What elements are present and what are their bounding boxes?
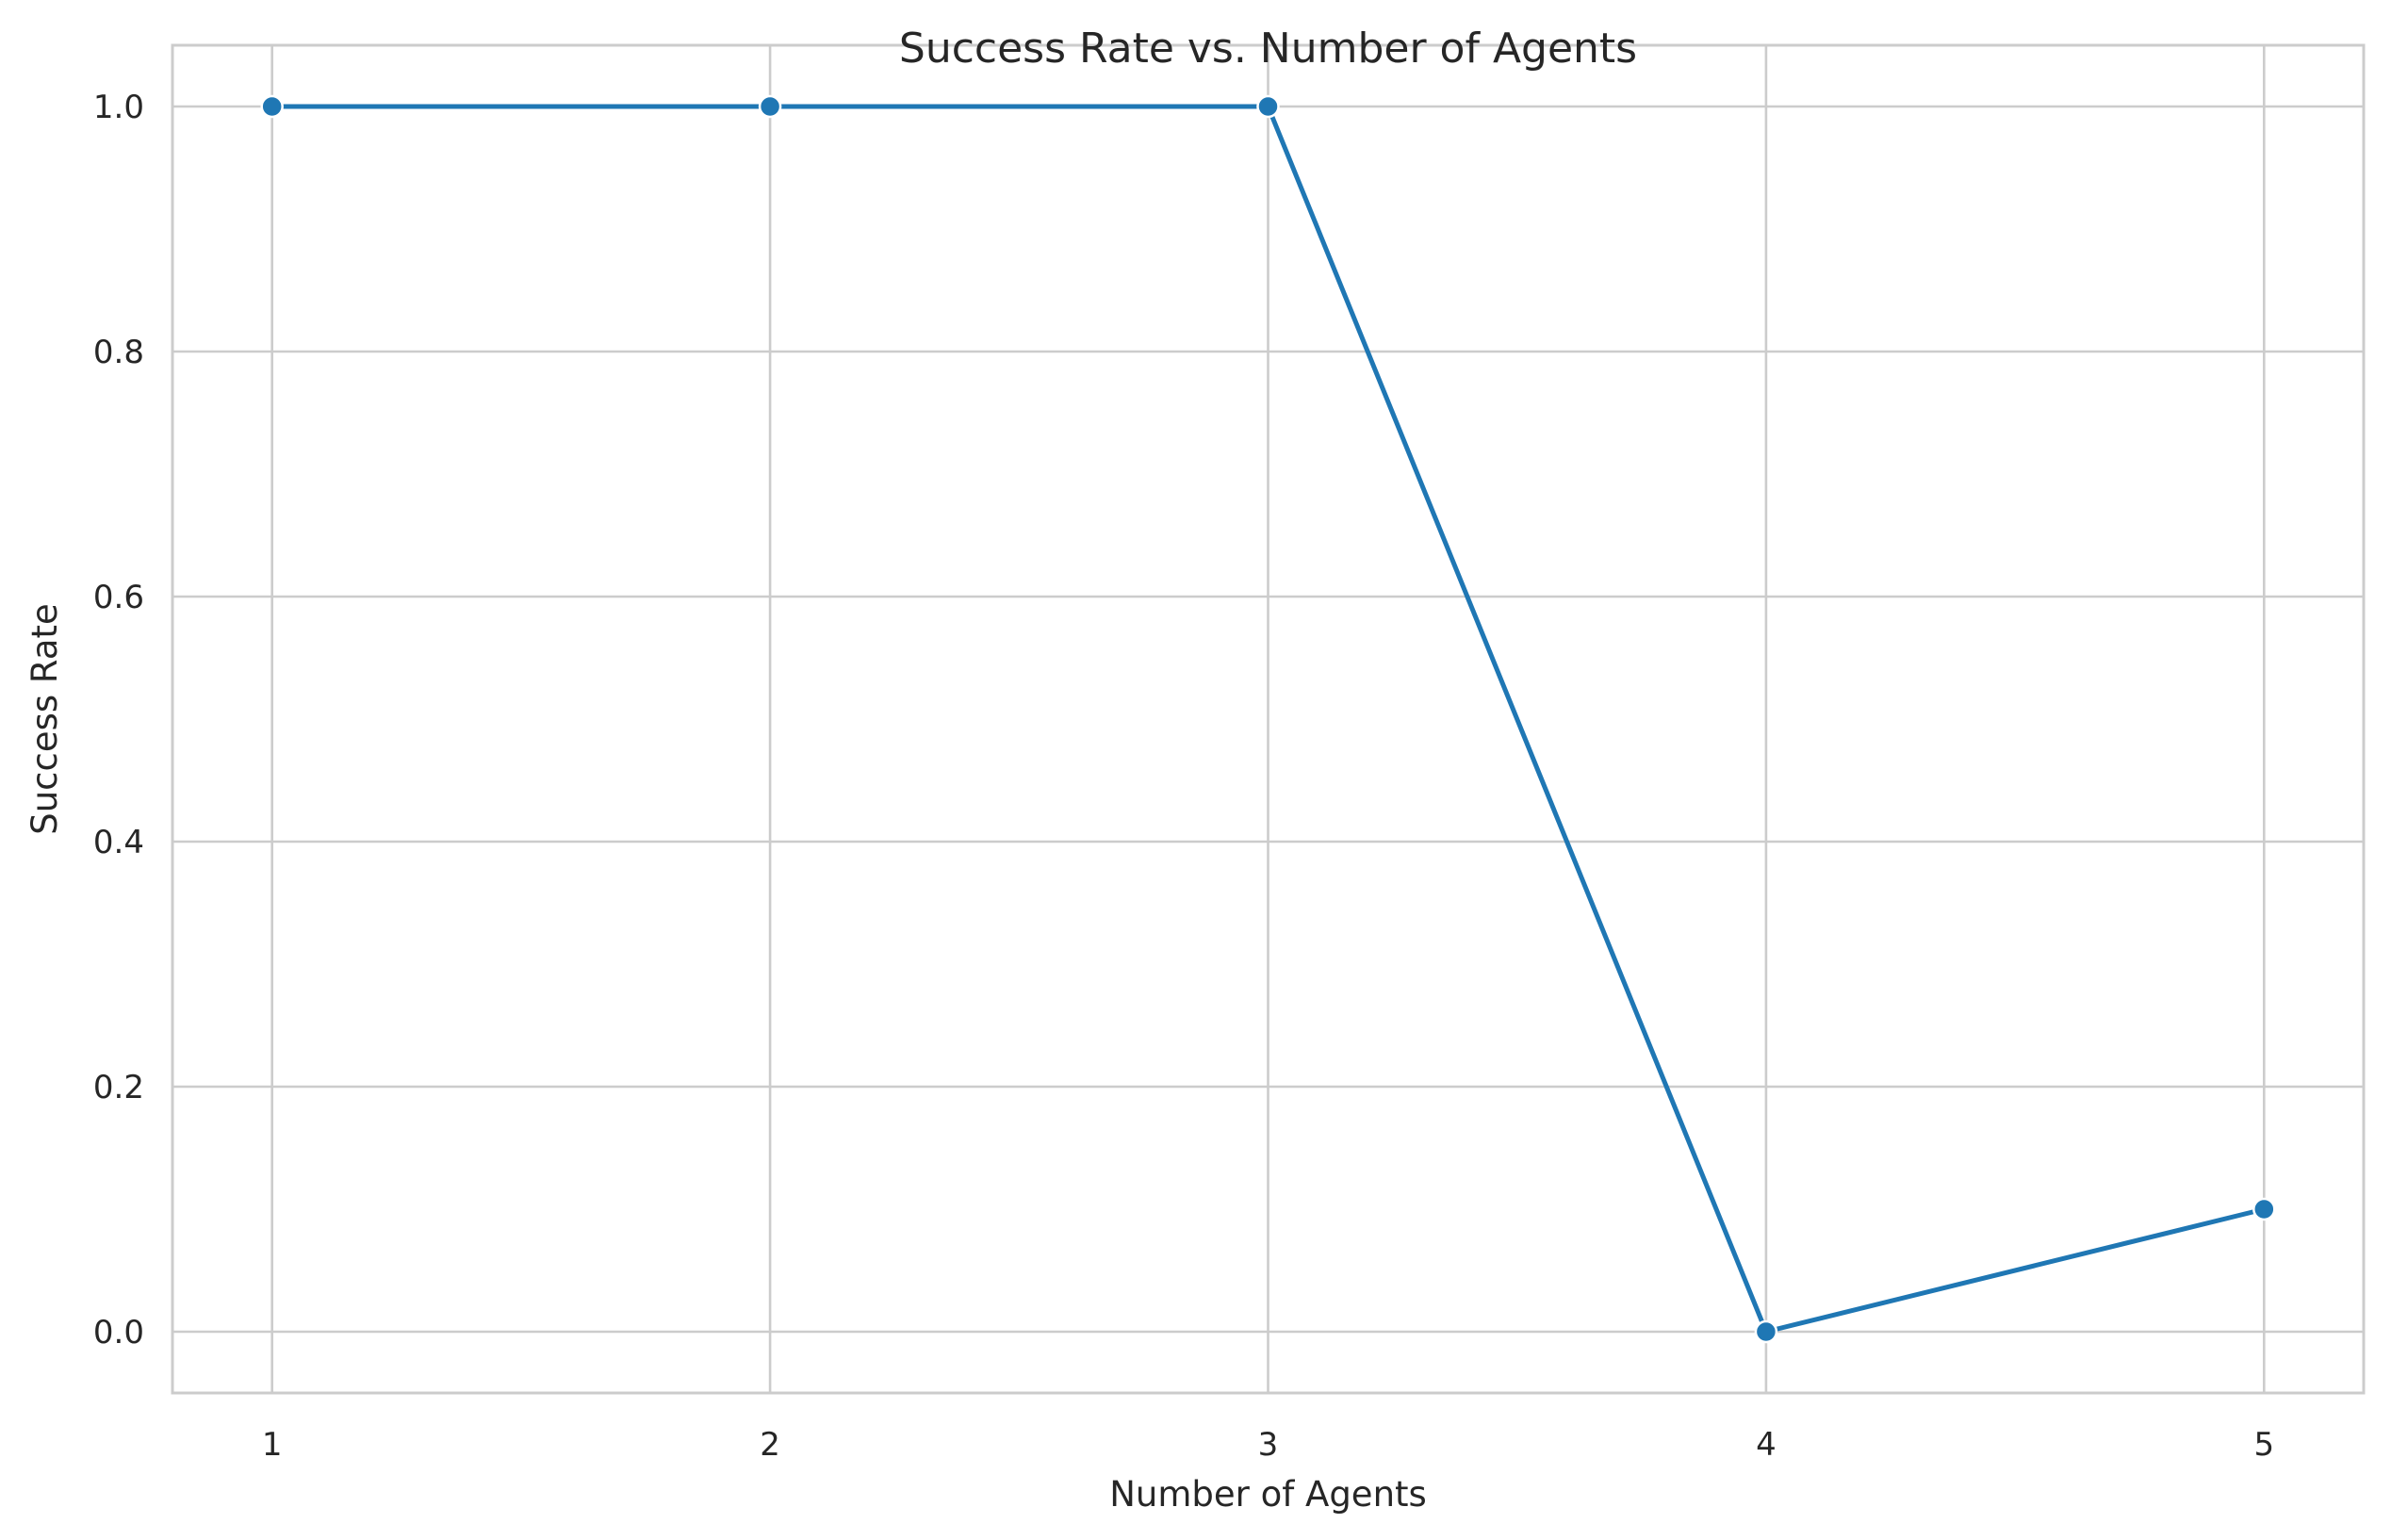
y-axis-label: Success Rate xyxy=(25,603,65,835)
data-point xyxy=(758,94,782,119)
tick-labels: 1 2 3 4 5 0.0 0.2 0.4 0.6 0.8 1.0 xyxy=(93,89,2274,1464)
y-tick-label: 0.6 xyxy=(93,579,144,616)
plot-frame xyxy=(171,43,2366,1395)
series-layer xyxy=(260,94,2276,1344)
x-tick-label: 4 xyxy=(1756,1426,1777,1464)
x-tick-label: 5 xyxy=(2253,1426,2274,1464)
y-tick-label: 0.0 xyxy=(93,1314,144,1352)
y-tick-label: 0.2 xyxy=(93,1069,144,1106)
x-tick-label: 3 xyxy=(1258,1426,1279,1464)
y-tick-label: 0.8 xyxy=(93,334,144,371)
y-tick-label: 0.4 xyxy=(93,824,144,861)
x-tick-label: 1 xyxy=(262,1426,283,1464)
chart-title: Success Rate vs. Number of Agents xyxy=(899,25,1637,73)
data-point xyxy=(260,94,284,119)
data-point xyxy=(2252,1197,2276,1221)
data-point xyxy=(1256,94,1280,119)
data-point xyxy=(1754,1319,1778,1344)
y-tick-label: 1.0 xyxy=(93,89,144,126)
x-tick-label: 2 xyxy=(760,1426,780,1464)
x-axis-label: Number of Agents xyxy=(1109,1474,1427,1515)
